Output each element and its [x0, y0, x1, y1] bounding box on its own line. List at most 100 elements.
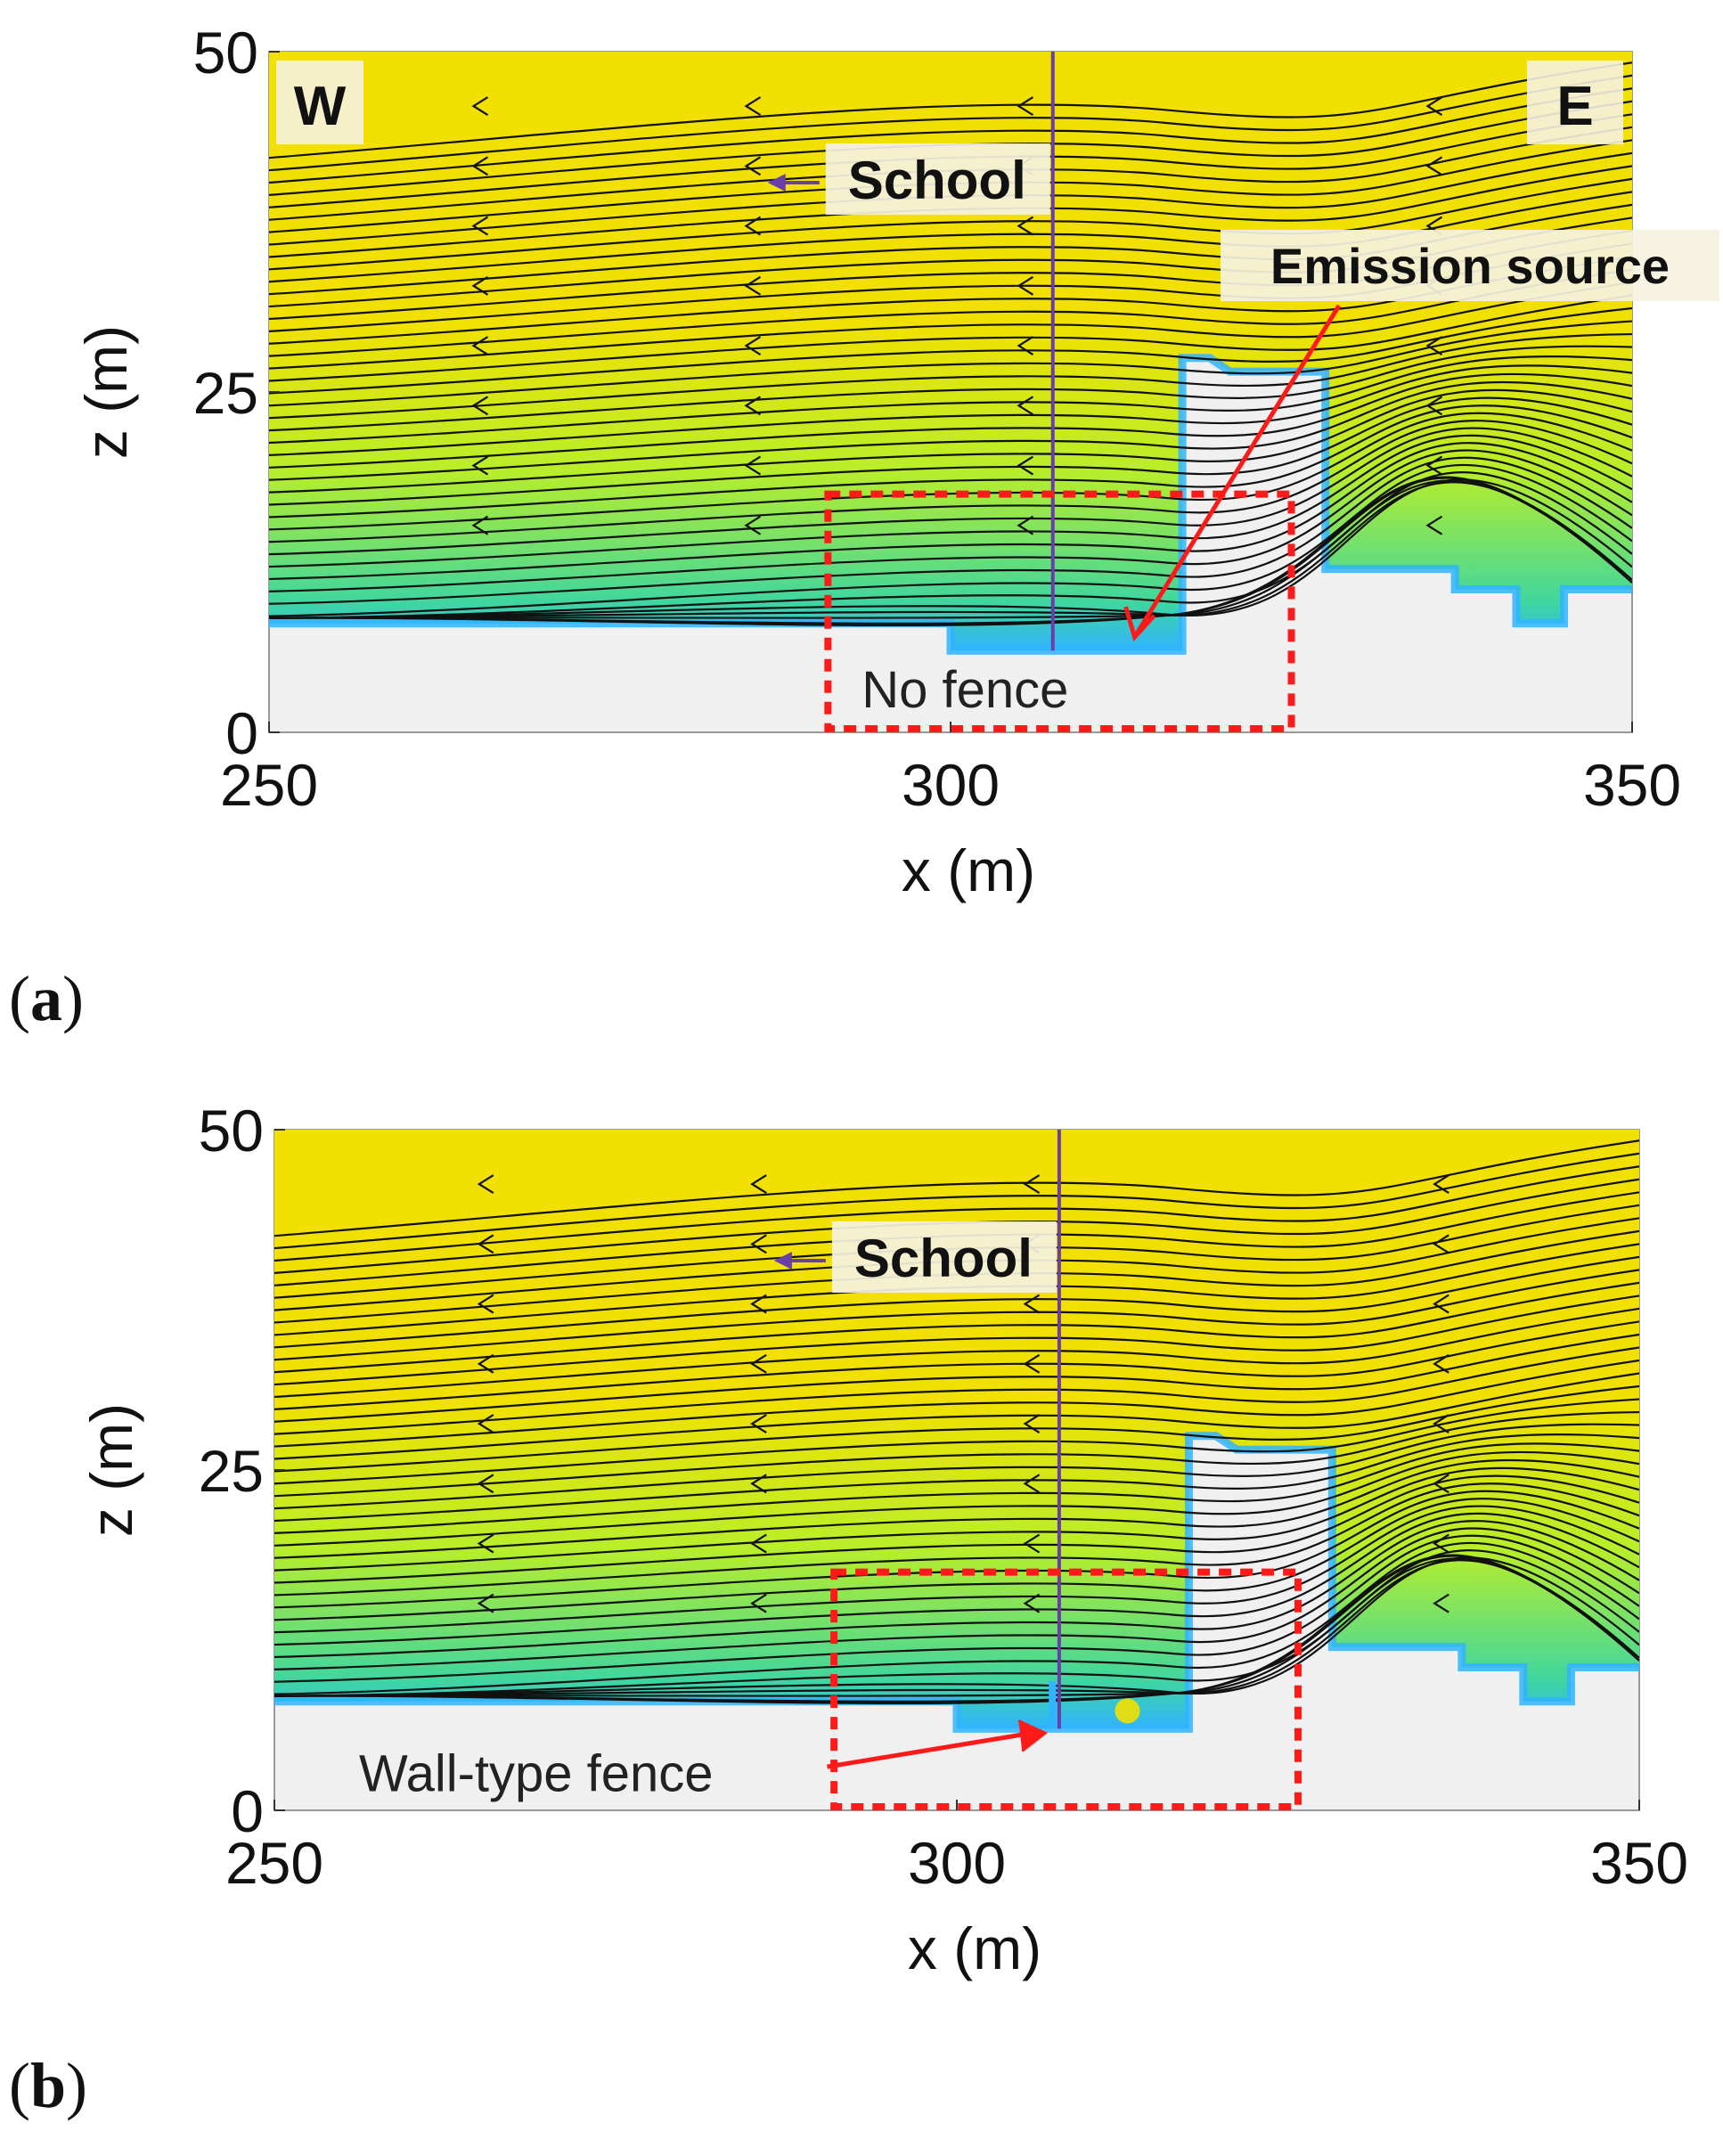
streamline — [274, 1527, 1639, 1670]
east-label-bg — [1527, 61, 1623, 144]
streamline — [269, 380, 1632, 481]
flow-arrow-icon — [477, 1353, 494, 1374]
streamlines — [269, 61, 1632, 627]
streamline — [269, 151, 1632, 246]
streamline — [274, 1139, 1639, 1237]
streamline — [274, 1534, 1639, 1683]
panel-label-a: (a) — [9, 963, 84, 1034]
flow-arrow-icon — [750, 1353, 767, 1374]
school-label: School — [854, 1229, 1033, 1288]
streamline — [274, 1307, 1639, 1399]
flow-arrow-icon — [471, 336, 489, 355]
streamline — [269, 420, 1632, 543]
flow-arrow-icon — [750, 1234, 767, 1254]
flow-arrow-icon — [1433, 1474, 1449, 1494]
highlight-box — [830, 1568, 1302, 1810]
fence-arrow-icon — [1017, 1719, 1049, 1752]
streamline — [274, 1243, 1639, 1336]
y-tick-label: 0 — [225, 700, 258, 766]
streamline — [269, 456, 1632, 605]
x-tick-label: 350 — [1590, 1830, 1688, 1896]
streamline — [269, 345, 1632, 432]
flow-arrow-icon — [1425, 96, 1443, 117]
flow-arrow-icon — [477, 1414, 494, 1433]
streamline — [274, 1520, 1639, 1659]
x-tick-label: 250 — [220, 752, 318, 818]
streamline — [274, 1372, 1639, 1460]
streamline — [274, 1178, 1639, 1274]
school-label-bg — [825, 143, 1050, 215]
panel-label-b: (b) — [9, 2050, 88, 2121]
flow-arrow-icon — [1017, 336, 1034, 355]
streamline — [274, 1269, 1639, 1361]
flow-arrow-icon — [1017, 455, 1034, 476]
streamline — [274, 1474, 1639, 1584]
flow-arrow-icon — [477, 1174, 494, 1195]
flow-arrow-icon — [750, 1533, 767, 1554]
streamline — [274, 1410, 1639, 1498]
streamline — [274, 1204, 1639, 1299]
x-axis-label: x (m) — [902, 837, 1035, 903]
y-tick-label: 50 — [199, 1098, 264, 1164]
flow-arrow-icon — [471, 216, 489, 236]
y-tick-label: 0 — [231, 1778, 264, 1844]
streamline — [269, 449, 1632, 592]
west-label-bg — [276, 61, 363, 144]
streamline — [269, 364, 1632, 456]
flow-arrow-icon — [744, 336, 762, 355]
streamline — [274, 1490, 1639, 1609]
streamline — [274, 1281, 1639, 1374]
flow-arrow-icon — [744, 96, 762, 117]
streamline — [274, 1423, 1639, 1510]
emission-label-bg — [1221, 230, 1719, 301]
streamline — [269, 355, 1632, 445]
flow-arrow-icon — [750, 1414, 767, 1433]
flow-arrow-icon — [471, 275, 489, 296]
streamline — [269, 476, 1632, 627]
flow-arrow-icon — [471, 96, 489, 117]
streamline — [274, 1346, 1639, 1435]
fence-vortex — [1115, 1698, 1140, 1724]
streamline — [274, 1320, 1639, 1410]
flow-arrow-icon — [477, 1294, 494, 1314]
streamline — [274, 1505, 1639, 1634]
flow-arrow-icon — [1433, 1174, 1449, 1195]
flow-arrow-icon — [744, 275, 762, 296]
flow-arrow-icon — [1017, 396, 1034, 416]
flow-arrow-icon — [744, 216, 762, 236]
y-axis-label: z (m) — [78, 1403, 144, 1537]
streamline — [269, 306, 1632, 395]
streamline — [269, 320, 1632, 407]
region-label: No fence — [862, 661, 1068, 719]
panel-a: W E School Emission source No fence 250 300 350… — [9, 20, 1719, 1034]
streamline — [274, 1152, 1639, 1250]
flow-arrow-icon — [471, 515, 489, 535]
flow-arrow-icon — [1023, 1593, 1041, 1613]
fence-wall — [1049, 1680, 1057, 1729]
streamline — [274, 1398, 1639, 1485]
flow-arrow-icon — [744, 515, 762, 535]
emission-pointer — [1132, 304, 1342, 639]
flow-arrow-icon — [477, 1234, 494, 1254]
streamline — [274, 1450, 1639, 1547]
flow-arrow-icon — [1023, 1174, 1041, 1195]
flow-arrow-icon — [1023, 1533, 1041, 1554]
streamline — [274, 1512, 1639, 1646]
flow-arrow-icon — [1433, 1353, 1449, 1374]
school-arrow-icon — [767, 174, 786, 192]
streamline — [274, 1384, 1639, 1473]
flow-arrow-icon — [477, 1593, 494, 1613]
flow-arrow-icon — [1433, 1533, 1449, 1554]
x-tick-label: 300 — [902, 752, 1000, 818]
streamline — [269, 372, 1632, 469]
streamline — [274, 1359, 1639, 1448]
streamline — [274, 1482, 1639, 1597]
region-label: Wall-type fence — [359, 1745, 714, 1803]
streamline — [269, 396, 1632, 506]
streamline — [269, 87, 1632, 184]
streamline — [274, 1333, 1639, 1423]
streamline — [269, 427, 1632, 556]
school-arrow-icon — [773, 1252, 792, 1270]
flow-arrow-icon — [1017, 515, 1034, 535]
streamline — [274, 1229, 1639, 1324]
